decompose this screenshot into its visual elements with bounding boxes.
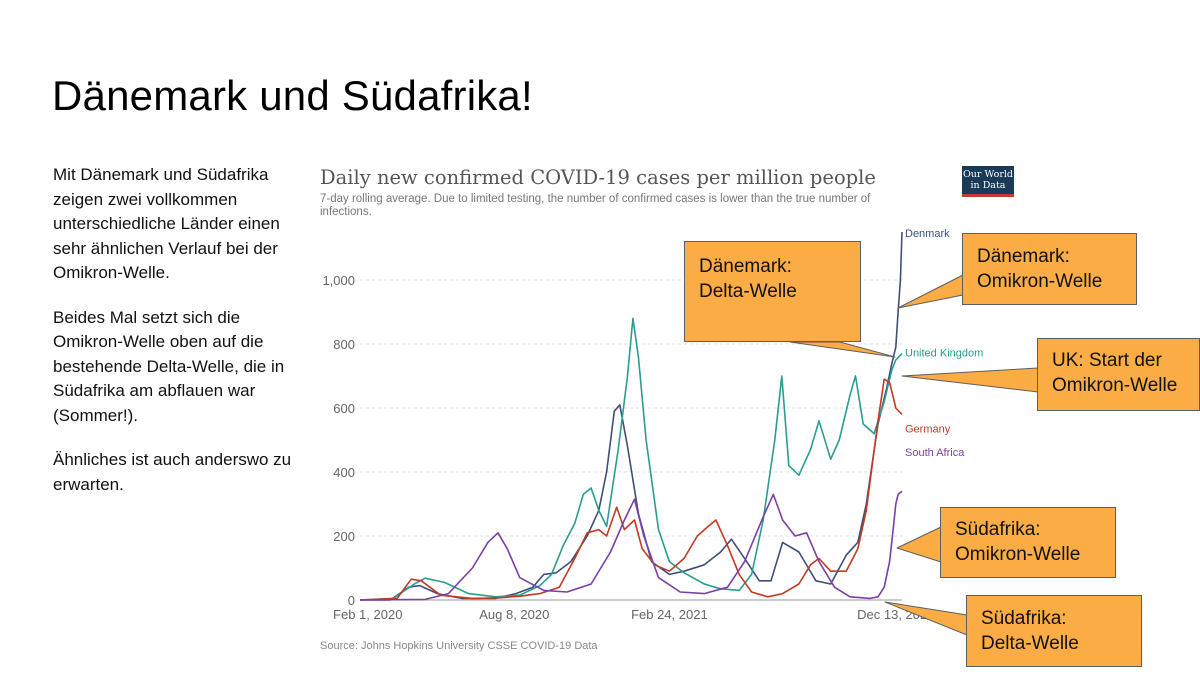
y-tick-label: 1,000 [322,273,355,288]
annotation-south-africa-omikron: Südafrika: Omikron-Welle [940,507,1116,578]
pointer-uk [901,367,1039,393]
annotation-line: Omikron-Welle [1052,375,1178,396]
y-tick-label: 600 [333,401,355,416]
annotation-uk-omikron-start: UK: Start der Omikron-Welle [1037,338,1200,411]
body-text: Mit Dänemark und Südafrika zeigen zwei v… [53,163,303,517]
series-label: Germany [905,423,951,435]
annotation-pointers [789,274,1039,636]
chart-subtitle: 7-day rolling average. Due to limited te… [320,193,871,218]
x-tick-label: Aug 8, 2020 [479,607,549,622]
pointer-denmark-delta [789,341,896,358]
annotation-line: Omikron-Welle [977,271,1103,292]
annotation-line: UK: Start der [1052,350,1162,371]
x-tick-label: Feb 24, 2021 [631,607,708,622]
series-line-united-kingdom [359,317,903,601]
annotation-line: Dänemark: [977,246,1070,267]
body-paragraph-2: Beides Mal setzt sich die Omikron-Welle … [53,307,285,425]
y-tick-label: 0 [348,593,355,608]
annotation-line: Südafrika: [981,608,1067,629]
x-tick-label: Feb 1, 2020 [333,607,402,622]
annotation-denmark-delta: Dänemark: Delta-Welle [684,241,861,342]
series-line-germany [359,378,903,601]
annotation-south-africa-delta: Südafrika: Delta-Welle [966,595,1142,667]
annotation-line: Dänemark: [699,256,792,277]
chart-series [359,231,903,601]
body-paragraph-3: Ähnliches ist auch anderswo zu erwarten. [53,450,292,494]
slide-title: Dänemark und Südafrika! [52,72,533,119]
body-paragraph-1: Mit Dänemark und Südafrika zeigen zwei v… [53,165,280,282]
chart-source: Source: Johns Hopkins University CSSE CO… [320,640,598,652]
x-axis-tick-labels: Feb 1, 2020 Aug 8, 2020 Feb 24, 2021 Dec 13… [333,607,934,622]
y-axis-tick-labels: 0 200 400 600 800 1,000 [322,273,355,608]
annotation-line: Omikron-Welle [955,544,1081,565]
chart-title: Daily new confirmed COVID-19 cases per m… [320,166,876,189]
owid-logo-line-1: Our World [963,169,1013,180]
pointer-denmark-omikron [897,274,964,309]
series-label: United Kingdom [905,348,983,360]
y-tick-label: 200 [333,529,355,544]
owid-logo-line-2: in Data [970,180,1006,191]
annotation-line: Delta-Welle [981,633,1079,654]
annotation-denmark-omikron: Dänemark: Omikron-Welle [962,233,1137,305]
annotation-line: Delta-Welle [699,281,797,302]
pointer-south-africa-omikron [896,526,942,563]
y-tick-label: 400 [333,465,355,480]
owid-logo[interactable]: Our World in Data [962,166,1014,197]
series-label: South Africa [905,447,965,459]
annotation-line: Südafrika: [955,519,1041,540]
series-line-south-africa [359,490,903,601]
y-tick-label: 800 [333,337,355,352]
series-label: Denmark [905,228,950,240]
series-end-labels: Denmark United Kingdom Germany South Africa [905,228,983,459]
